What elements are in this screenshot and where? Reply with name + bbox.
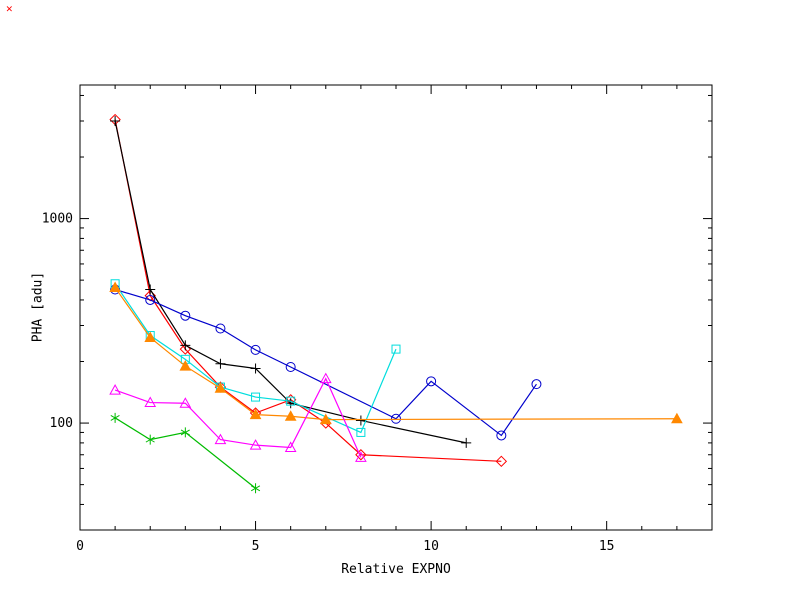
series-line-green-asterisk [114, 417, 256, 489]
marker-plus [180, 340, 191, 351]
marker-plus [110, 116, 121, 127]
x-tick-label: 0 [76, 539, 84, 554]
marker-plus [215, 358, 226, 369]
series-line-red-diamond [114, 119, 502, 462]
marker-circle [215, 323, 226, 334]
series-line-blue-circle [114, 288, 537, 437]
marker-square [251, 392, 261, 402]
marker-triangle [109, 384, 121, 395]
marker-triangle [284, 410, 297, 421]
marker-plus [250, 363, 261, 374]
marker-square [391, 344, 401, 354]
marker-triangle [355, 451, 367, 462]
marker-triangle [249, 439, 262, 450]
x-tick-label: 10 [423, 539, 439, 554]
marker-circle [145, 294, 156, 305]
marker-circle [250, 344, 261, 355]
marker-square [286, 396, 296, 406]
marker-triangle [249, 408, 262, 420]
marker-circle [391, 413, 401, 424]
series-line-cyan-square [114, 283, 397, 434]
marker-triangle [179, 360, 192, 371]
marker-triangle [319, 372, 332, 384]
series-line-magenta-triangle [114, 377, 362, 458]
marker-diamond [355, 449, 367, 461]
marker-asterisk [110, 412, 120, 423]
marker-triangle [214, 433, 227, 445]
marker-plus [355, 415, 366, 426]
x-axis-label: Relative EXPNO [341, 562, 451, 577]
corner-mark-icon: ✕ [6, 2, 13, 15]
marker-triangle [671, 412, 683, 424]
marker-circle [531, 379, 542, 390]
marker-triangle [144, 331, 157, 343]
marker-circle [496, 430, 507, 441]
x-tick-label: 5 [252, 539, 260, 554]
marker-triangle [319, 413, 332, 425]
marker-triangle [214, 382, 227, 393]
marker-circle [426, 376, 437, 387]
x-tick-label: 15 [599, 539, 615, 554]
marker-asterisk [145, 434, 155, 445]
marker-plus [461, 437, 472, 448]
marker-asterisk [250, 483, 261, 494]
series-line-orange-triangle [114, 287, 677, 421]
marker-circle [180, 310, 191, 321]
marker-circle [285, 362, 296, 373]
marker-diamond [495, 455, 508, 468]
y-tick-label: 1000 [42, 212, 73, 227]
y-tick-label: 100 [50, 416, 73, 431]
plot-frame [79, 84, 713, 531]
marker-triangle [179, 397, 192, 408]
marker-plus [145, 284, 156, 295]
marker-asterisk [180, 427, 190, 438]
marker-triangle [284, 441, 297, 452]
marker-triangle [144, 396, 157, 408]
series-line-black-plus [114, 120, 467, 444]
marker-square [356, 427, 366, 437]
marker-triangle [109, 281, 121, 293]
